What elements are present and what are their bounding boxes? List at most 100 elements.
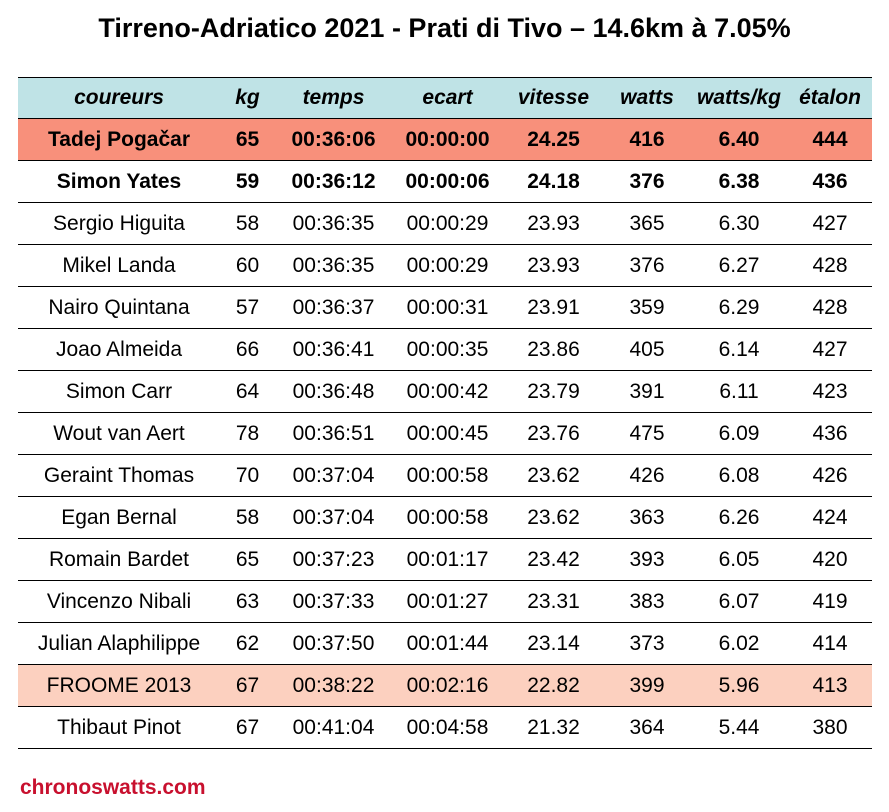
time-cell: 00:36:06: [275, 118, 392, 161]
speed-cell: 24.25: [503, 118, 604, 161]
watts-per-kg-cell: 5.44: [690, 706, 788, 749]
watts-cell: 364: [604, 706, 690, 749]
gap-cell: 00:00:42: [392, 370, 503, 413]
etalon-cell: 428: [788, 286, 872, 329]
etalon-cell: 424: [788, 496, 872, 539]
table-row: Wout van Aert 78 00:36:51 00:00:45 23.76 475 6…: [18, 412, 872, 455]
table-row: Mikel Landa 60 00:36:35 00:00:29 23.93 376 6.2…: [18, 244, 872, 287]
etalon-cell: 427: [788, 202, 872, 245]
etalon-cell: 420: [788, 538, 872, 581]
header-row: coureurs kg temps ecart vitesse watts wa…: [18, 77, 872, 119]
time-cell: 00:36:12: [275, 160, 392, 203]
column-header-ecart: ecart: [392, 77, 503, 119]
rider-name-cell: Vincenzo Nibali: [18, 580, 220, 623]
speed-cell: 23.14: [503, 622, 604, 665]
time-cell: 00:37:50: [275, 622, 392, 665]
watts-cell: 475: [604, 412, 690, 455]
table-row: Joao Almeida 66 00:36:41 00:00:35 23.86 405 6.…: [18, 328, 872, 371]
table-row: Geraint Thomas 70 00:37:04 00:00:58 23.62 426…: [18, 454, 872, 497]
rider-name-cell: Geraint Thomas: [18, 454, 220, 497]
watts-cell: 383: [604, 580, 690, 623]
etalon-cell: 428: [788, 244, 872, 287]
weight-cell: 63: [220, 580, 275, 623]
gap-cell: 00:00:00: [392, 118, 503, 161]
watts-cell: 376: [604, 160, 690, 203]
gap-cell: 00:00:45: [392, 412, 503, 455]
table-row: Thibaut Pinot 67 00:41:04 00:04:58 21.32 364 5…: [18, 706, 872, 749]
column-header-temps: temps: [275, 77, 392, 119]
speed-cell: 23.79: [503, 370, 604, 413]
speed-cell: 23.91: [503, 286, 604, 329]
table-row: Simon Yates 59 00:36:12 00:00:06 24.18 376 6.3…: [18, 160, 872, 203]
column-header-watts: watts: [604, 77, 690, 119]
weight-cell: 58: [220, 496, 275, 539]
gap-cell: 00:01:17: [392, 538, 503, 581]
weight-cell: 67: [220, 706, 275, 749]
gap-cell: 00:00:29: [392, 244, 503, 287]
rider-name-cell: Simon Yates: [18, 160, 220, 203]
table-body: Tadej Pogačar 65 00:36:06 00:00:00 24.25 416 6…: [18, 118, 872, 749]
time-cell: 00:37:04: [275, 454, 392, 497]
rider-name-cell: Wout van Aert: [18, 412, 220, 455]
rider-name-cell: FROOME 2013: [18, 664, 220, 707]
time-cell: 00:36:37: [275, 286, 392, 329]
etalon-cell: 436: [788, 160, 872, 203]
page-title: Tirreno-Adriatico 2021 - Prati di Tivo –…: [98, 13, 791, 43]
rider-name-cell: Julian Alaphilippe: [18, 622, 220, 665]
rider-name-cell: Thibaut Pinot: [18, 706, 220, 749]
speed-cell: 23.62: [503, 496, 604, 539]
rider-name-cell: Sergio Higuita: [18, 202, 220, 245]
speed-cell: 21.32: [503, 706, 604, 749]
watts-cell: 359: [604, 286, 690, 329]
weight-cell: 58: [220, 202, 275, 245]
gap-cell: 00:00:29: [392, 202, 503, 245]
speed-cell: 23.93: [503, 244, 604, 287]
gap-cell: 00:02:16: [392, 664, 503, 707]
weight-cell: 67: [220, 664, 275, 707]
watts-cell: 391: [604, 370, 690, 413]
time-cell: 00:36:35: [275, 244, 392, 287]
time-cell: 00:38:22: [275, 664, 392, 707]
etalon-cell: 380: [788, 706, 872, 749]
column-header-kg: kg: [220, 77, 275, 119]
watts-per-kg-cell: 6.27: [690, 244, 788, 287]
etalon-cell: 413: [788, 664, 872, 707]
rider-name-cell: Joao Almeida: [18, 328, 220, 371]
watts-cell: 365: [604, 202, 690, 245]
watts-per-kg-cell: 6.26: [690, 496, 788, 539]
rider-name-cell: Tadej Pogačar: [18, 118, 220, 161]
table-row: FROOME 2013 67 00:38:22 00:02:16 22.82 399 5.9…: [18, 664, 872, 707]
watts-per-kg-cell: 5.96: [690, 664, 788, 707]
weight-cell: 65: [220, 538, 275, 581]
etalon-cell: 436: [788, 412, 872, 455]
time-cell: 00:41:04: [275, 706, 392, 749]
table-row: Romain Bardet 65 00:37:23 00:01:17 23.42 393 6…: [18, 538, 872, 581]
etalon-cell: 419: [788, 580, 872, 623]
rider-name-cell: Romain Bardet: [18, 538, 220, 581]
table-row: Julian Alaphilippe 62 00:37:50 00:01:44 23.1…: [18, 622, 872, 665]
weight-cell: 57: [220, 286, 275, 329]
gap-cell: 00:00:06: [392, 160, 503, 203]
watts-per-kg-cell: 6.14: [690, 328, 788, 371]
column-header-vitesse: vitesse: [503, 77, 604, 119]
gap-cell: 00:00:31: [392, 286, 503, 329]
watts-cell: 393: [604, 538, 690, 581]
speed-cell: 24.18: [503, 160, 604, 203]
rider-name-cell: Nairo Quintana: [18, 286, 220, 329]
watts-per-kg-cell: 6.05: [690, 538, 788, 581]
watts-per-kg-cell: 6.02: [690, 622, 788, 665]
column-header-coureurs: coureurs: [18, 77, 220, 119]
column-header-watts-per-kg: watts/kg: [690, 77, 788, 119]
watts-per-kg-cell: 6.07: [690, 580, 788, 623]
gap-cell: 00:04:58: [392, 706, 503, 749]
gap-cell: 00:00:58: [392, 454, 503, 497]
table-row: Sergio Higuita 58 00:36:35 00:00:29 23.93 365…: [18, 202, 872, 245]
speed-cell: 23.76: [503, 412, 604, 455]
watts-cell: 426: [604, 454, 690, 497]
gap-cell: 00:00:58: [392, 496, 503, 539]
weight-cell: 60: [220, 244, 275, 287]
etalon-cell: 426: [788, 454, 872, 497]
results-table: coureurs kg temps ecart vitesse watts wa…: [18, 77, 872, 749]
watts-per-kg-cell: 6.11: [690, 370, 788, 413]
time-cell: 00:37:04: [275, 496, 392, 539]
